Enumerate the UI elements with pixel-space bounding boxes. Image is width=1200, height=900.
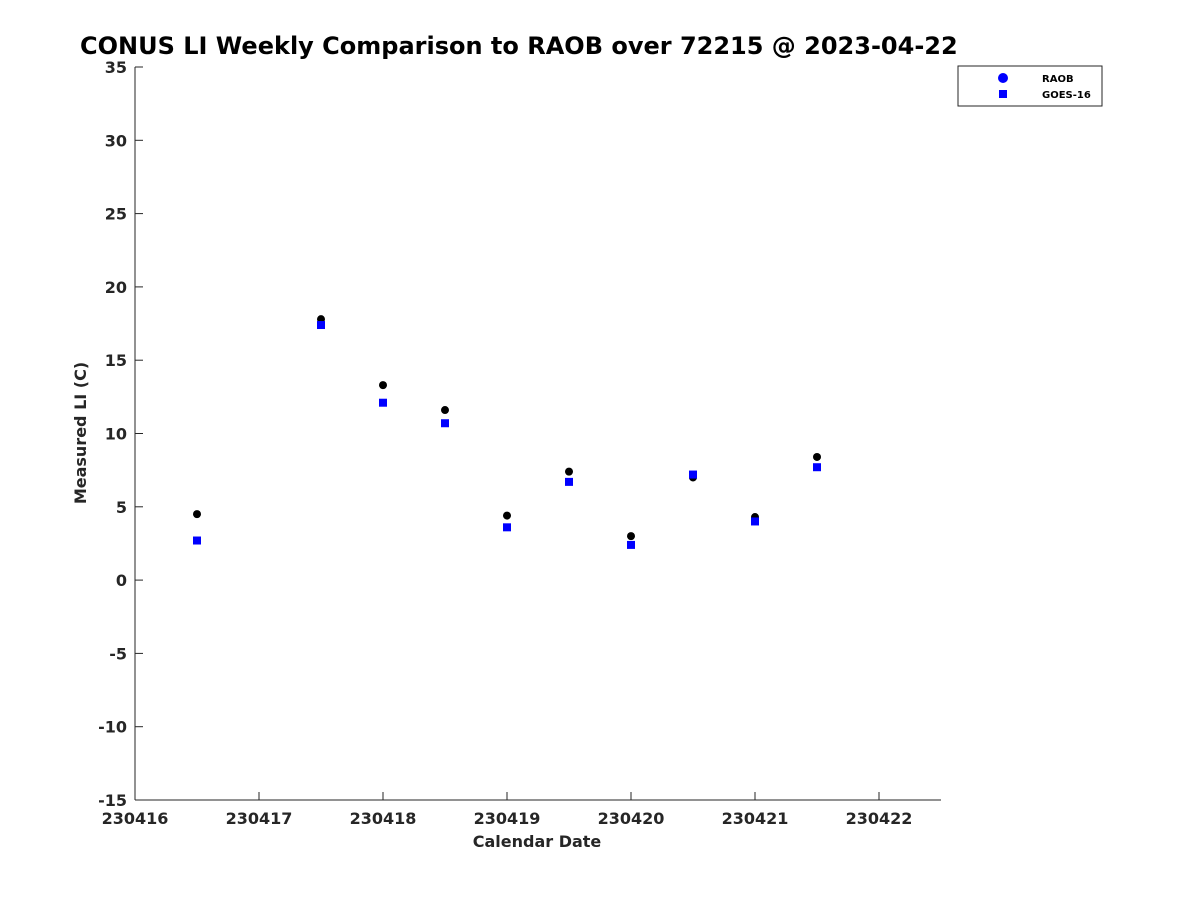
goes16-point bbox=[813, 463, 821, 472]
legend: RAOB GOES-16 bbox=[957, 65, 1103, 107]
raob-point bbox=[627, 532, 635, 541]
goes16-point bbox=[441, 419, 449, 428]
x-tick-label: 230416 bbox=[102, 809, 169, 828]
y-tick-label: 25 bbox=[105, 205, 127, 224]
y-tick-label: 30 bbox=[105, 131, 127, 150]
raob-point bbox=[193, 510, 201, 519]
x-tick-label: 230419 bbox=[474, 809, 541, 828]
y-tick-label: 35 bbox=[105, 58, 127, 77]
goes16-point bbox=[751, 517, 759, 526]
x-axis-label: Calendar Date bbox=[473, 832, 602, 851]
y-tick-label: -15 bbox=[98, 791, 127, 810]
legend-marker-raob bbox=[998, 73, 1008, 83]
y-tick-label: 0 bbox=[116, 571, 127, 590]
goes16-point bbox=[317, 321, 325, 330]
raob-point bbox=[813, 452, 821, 461]
goes16-point bbox=[193, 536, 201, 545]
goes16-point bbox=[503, 523, 511, 532]
raob-point bbox=[379, 381, 387, 390]
y-tick-label: 15 bbox=[105, 351, 127, 370]
raob-point bbox=[441, 406, 449, 415]
goes16-point bbox=[565, 477, 573, 486]
y-tick-label: 20 bbox=[105, 278, 127, 297]
legend-label: GOES-16 bbox=[1042, 90, 1091, 101]
goes16-point bbox=[379, 398, 387, 407]
chart-title: CONUS LI Weekly Comparison to RAOB over … bbox=[80, 32, 958, 60]
goes16-point bbox=[627, 540, 635, 549]
raob-point bbox=[503, 511, 511, 520]
plot-axes bbox=[134, 67, 941, 801]
legend-label: RAOB bbox=[1042, 74, 1074, 85]
goes16-point bbox=[689, 470, 697, 479]
x-tick-label: 230417 bbox=[226, 809, 293, 828]
legend-box bbox=[957, 65, 1103, 107]
x-tick-label: 230421 bbox=[722, 809, 789, 828]
axis-ticks: 230416 230417 230418 230419 230420 230421 2304… bbox=[98, 58, 912, 828]
y-tick-label: 5 bbox=[116, 498, 127, 517]
y-tick-label: 10 bbox=[105, 425, 127, 444]
data-marks bbox=[193, 315, 821, 549]
y-tick-label: -10 bbox=[98, 718, 127, 737]
legend-marker-goes16 bbox=[999, 90, 1007, 98]
x-tick-label: 230418 bbox=[350, 809, 417, 828]
x-tick-label: 230420 bbox=[598, 809, 665, 828]
x-tick-label: 230422 bbox=[846, 809, 913, 828]
raob-point bbox=[565, 467, 573, 476]
y-axis-label: Measured LI (C) bbox=[71, 362, 90, 504]
y-tick-label: -5 bbox=[109, 644, 127, 663]
